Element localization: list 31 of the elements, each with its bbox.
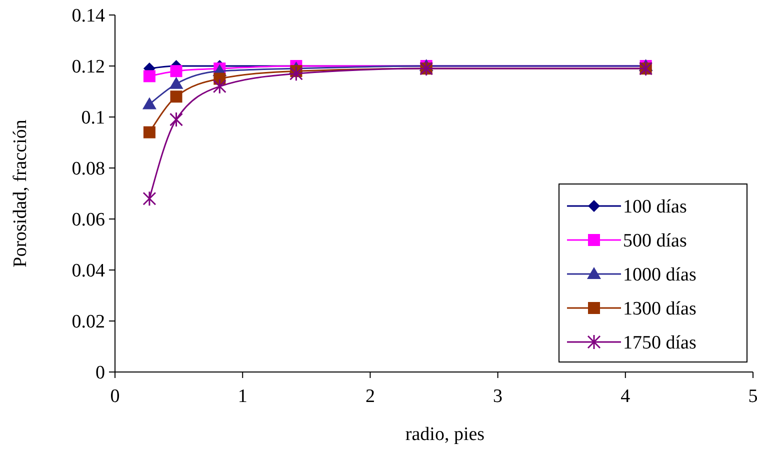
y-tick-label: 0	[96, 362, 105, 384]
x-axis-title: radio, pies	[405, 424, 485, 445]
legend-label: 1750 días	[623, 332, 696, 354]
point	[142, 190, 156, 206]
point	[170, 90, 182, 103]
x-tick-label: 4	[620, 386, 631, 407]
point	[169, 76, 184, 89]
legend-label: 500 días	[623, 230, 687, 252]
y-tick-label: 0.12	[72, 56, 105, 78]
y-tick-label: 0.08	[72, 158, 105, 180]
legend-label: 100 días	[623, 196, 687, 218]
y-tick-label: 0.04	[72, 260, 106, 282]
legend-label: 1300 días	[623, 298, 696, 320]
x-tick-label: 3	[493, 386, 503, 407]
x-tick-label: 2	[365, 386, 375, 407]
point	[142, 97, 156, 110]
y-tick-label: 0.1	[81, 108, 105, 129]
point	[170, 65, 182, 78]
y-tick-label: 0.06	[72, 210, 105, 231]
point	[170, 112, 183, 128]
y-tick-label: 0.02	[72, 312, 105, 333]
legend-label: 1000 días	[623, 264, 696, 286]
y-axis-title: Porosidad, fracción	[10, 119, 31, 268]
point	[289, 66, 303, 82]
x-tick-label: 5	[748, 386, 757, 407]
y-tick-label: 0.14	[72, 6, 106, 27]
x-tick-label: 1	[238, 386, 248, 407]
point	[212, 78, 226, 94]
x-tick-label: 0	[110, 386, 120, 407]
point	[143, 70, 156, 82]
point	[143, 126, 156, 138]
